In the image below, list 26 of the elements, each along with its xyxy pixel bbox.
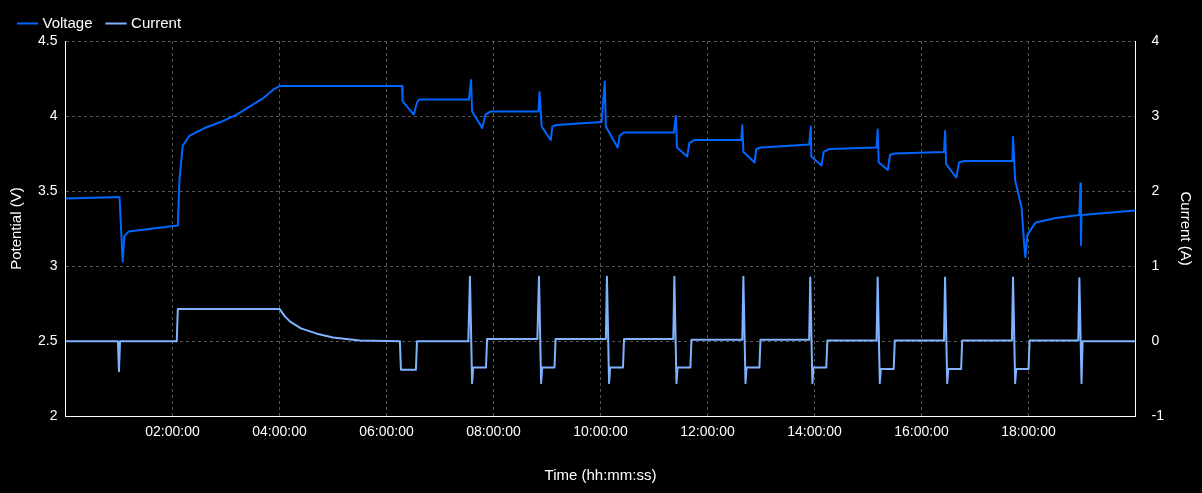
y2-tick-label: 1 (1151, 256, 1160, 273)
y-tick-label: 4.5 (37, 31, 58, 48)
y2-tick-label: 4 (1151, 31, 1160, 48)
y-axis-title: Potential (V) (7, 187, 25, 270)
legend-label: Voltage (42, 13, 93, 31)
x-tick-label: 04:00:00 (252, 423, 307, 440)
x-tick-label: 18:00:00 (1001, 423, 1056, 440)
legend-label: Current (131, 13, 182, 31)
y-tick-label: 3 (49, 256, 58, 273)
x-tick-label: 08:00:00 (466, 423, 521, 440)
y-tick-label: 4 (49, 106, 58, 123)
x-tick-label: 16:00:00 (894, 423, 949, 440)
y2-tick-label: -1 (1151, 407, 1165, 424)
y2-axis-title: Current (A) (1177, 191, 1195, 266)
y-tick-label: 2 (49, 407, 58, 424)
y-tick-label: 2.5 (37, 332, 58, 349)
y-tick-label: 3.5 (37, 181, 58, 198)
x-tick-label: 10:00:00 (573, 423, 628, 440)
y2-tick-label: 2 (1151, 181, 1160, 198)
x-axis-title: Time (hh:mm:ss) (544, 466, 657, 484)
y2-tick-label: 0 (1151, 332, 1160, 349)
x-tick-label: 12:00:00 (680, 423, 735, 440)
y2-tick-label: 3 (1151, 106, 1160, 123)
x-tick-label: 14:00:00 (787, 423, 842, 440)
x-tick-label: 06:00:00 (359, 423, 414, 440)
x-tick-label: 02:00:00 (145, 423, 200, 440)
